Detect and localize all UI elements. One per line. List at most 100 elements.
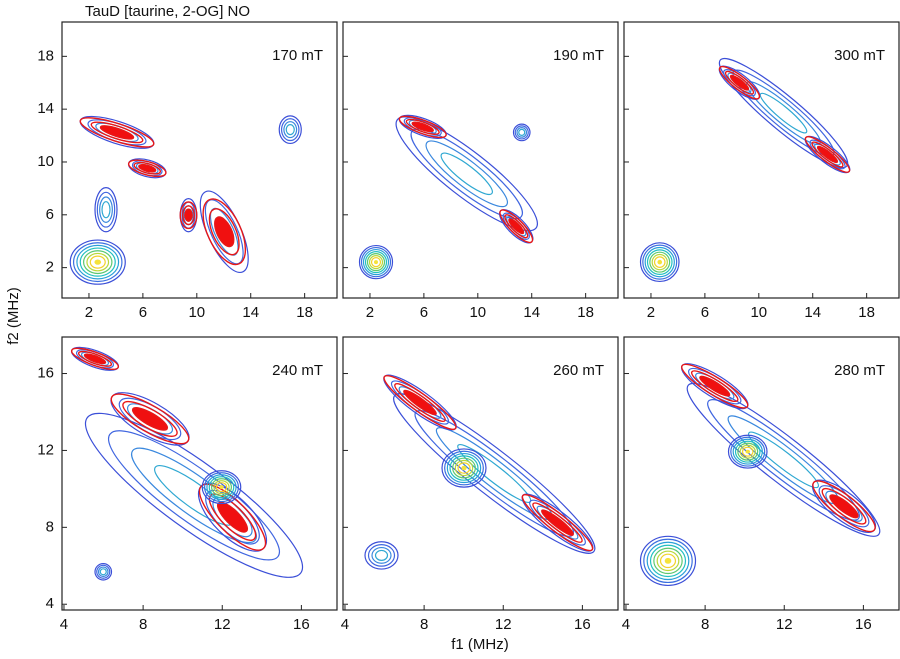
contour-line <box>367 544 396 567</box>
contour-line <box>211 478 233 497</box>
x-tick-label: 18 <box>296 304 313 321</box>
contour-line <box>131 447 257 544</box>
contour-line <box>107 430 281 561</box>
contour-line <box>449 455 479 481</box>
simulation-contour <box>829 494 859 519</box>
contour-line <box>96 191 116 228</box>
simulation-contour <box>70 347 120 371</box>
simulation-contour <box>405 118 440 135</box>
x-tick-label: 2 <box>85 304 93 321</box>
contour-line <box>358 244 394 280</box>
simulation-contour <box>133 161 162 175</box>
contour-line <box>366 253 386 272</box>
panel-frame <box>61 21 338 299</box>
simulation-contour <box>812 480 876 533</box>
contour-core <box>374 260 378 265</box>
x-tick-label: 6 <box>701 304 709 321</box>
contour-line <box>79 247 116 277</box>
simulation-contour <box>521 493 594 552</box>
contour-line <box>206 474 237 501</box>
x-tick-label: 18 <box>858 304 875 321</box>
contour-line <box>718 57 849 169</box>
contour-line <box>368 255 384 270</box>
simulation-contour <box>811 141 844 168</box>
contour-line <box>94 562 113 581</box>
contour-line <box>72 242 123 283</box>
contour-line <box>440 152 493 196</box>
simulation-contour <box>699 375 731 397</box>
x-tick-label: 12 <box>214 616 231 633</box>
contour-line <box>737 442 759 461</box>
contours <box>69 115 302 285</box>
field-label: 240 mT <box>272 362 323 379</box>
x-tick-label: 10 <box>188 304 205 321</box>
x-tick-label: 16 <box>855 616 872 633</box>
contour-line <box>89 255 106 269</box>
x-tick-label: 4 <box>622 616 630 633</box>
contour-line <box>644 246 675 278</box>
contour-core <box>745 449 751 454</box>
simulation-contour <box>184 208 193 222</box>
field-label: 300 mT <box>834 47 885 64</box>
contours <box>70 346 304 581</box>
contour-line <box>649 544 687 578</box>
contour-line <box>278 115 302 145</box>
contour-line <box>518 128 526 137</box>
panel-frame <box>342 21 619 299</box>
contours <box>639 57 851 283</box>
contour-line <box>86 252 110 272</box>
simulation-contour <box>138 163 157 173</box>
contour-line <box>76 244 120 280</box>
contour-line <box>280 118 300 142</box>
contour-line <box>441 448 487 488</box>
simulation-contour <box>182 205 195 226</box>
x-tick-label: 8 <box>420 616 428 633</box>
simulation-contour <box>816 145 839 164</box>
contour-line <box>727 434 768 469</box>
contour-line <box>203 472 240 503</box>
contour-line <box>285 124 295 136</box>
simulation-contour <box>499 209 534 244</box>
contour-line <box>283 121 298 139</box>
simulation-contour <box>724 70 755 95</box>
field-label: 280 mT <box>834 362 885 379</box>
panel: 190 mT 2 6 10 14 18 <box>342 21 619 321</box>
simulation-contour <box>90 121 144 144</box>
contour-line <box>94 186 118 233</box>
simulation-contour <box>532 502 583 543</box>
contours <box>364 374 596 570</box>
contour-line <box>364 250 388 274</box>
simulation-contour <box>398 115 447 139</box>
contour-line <box>425 140 508 208</box>
contour-line <box>96 564 111 579</box>
x-tick-label: 18 <box>577 304 594 321</box>
contour-line <box>646 541 690 581</box>
contour-line <box>99 196 113 223</box>
contour-line <box>659 553 677 569</box>
x-tick-label: 16 <box>293 616 310 633</box>
field-label: 190 mT <box>553 47 604 64</box>
simulation-contour <box>202 198 247 266</box>
contour-line <box>101 201 111 219</box>
contour-line <box>454 459 474 477</box>
simulation-contour <box>411 121 434 133</box>
figure-title: TauD [taurine, 2-OG] NO <box>85 3 250 20</box>
panel-frame <box>61 336 338 611</box>
x-tick-label: 6 <box>139 304 147 321</box>
contour-line <box>84 412 304 578</box>
x-tick-label: 10 <box>750 304 767 321</box>
simulation-contour <box>131 407 169 431</box>
x-tick-label: 8 <box>139 616 147 633</box>
simulation-contour <box>821 487 867 525</box>
contour-line <box>747 431 820 489</box>
contour-line <box>653 547 683 575</box>
contour-line <box>99 568 107 576</box>
contour-line <box>457 462 471 474</box>
simulation-contour <box>504 214 529 239</box>
contour-line <box>649 251 671 273</box>
y-tick-label: 4 <box>46 595 54 612</box>
panel: 240 mT 4 8 12 16 4 8 12 16 <box>37 336 338 633</box>
contour-core <box>94 259 102 265</box>
contour-line <box>362 248 390 276</box>
contour-core <box>461 465 467 471</box>
